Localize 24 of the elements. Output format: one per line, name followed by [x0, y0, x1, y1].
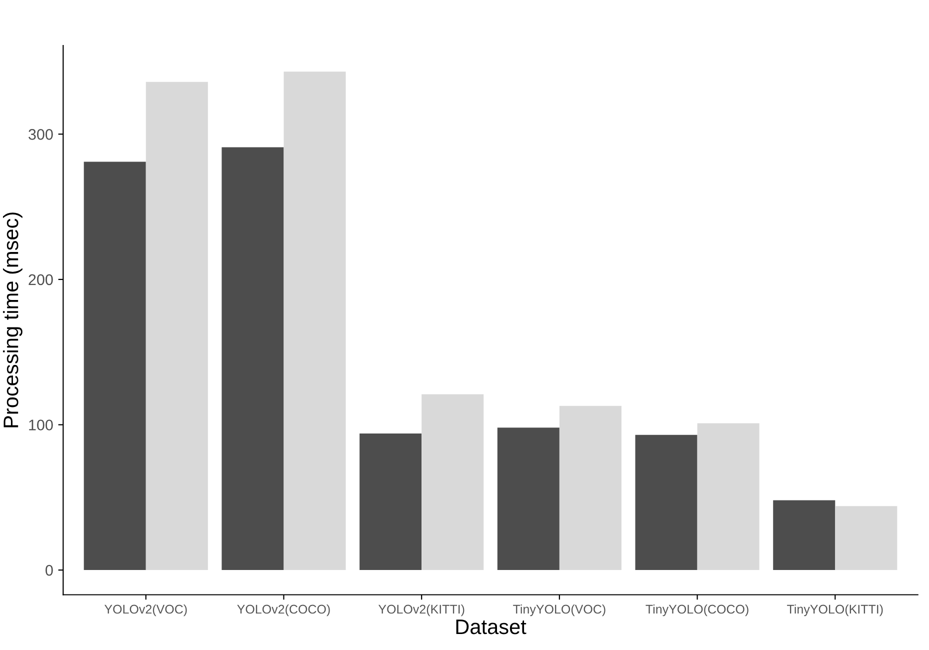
bar: [773, 500, 836, 570]
y-axis-title: Processing time (msec): [2, 212, 22, 428]
y-tick-label: 200: [28, 274, 53, 286]
x-tick-label: TinyYOLO(VOC): [513, 604, 606, 616]
bar: [497, 428, 560, 570]
bar: [559, 406, 622, 570]
x-tick-label: TinyYOLO(KITTI): [787, 604, 883, 616]
x-tick-label: YOLOv2(VOC): [104, 604, 187, 616]
bar: [360, 433, 422, 570]
bar: [635, 434, 698, 570]
bar: [146, 82, 208, 570]
y-tick-label: 300: [28, 129, 53, 140]
bar: [222, 147, 284, 570]
x-tick-label: YOLOv2(KITTI): [378, 604, 464, 616]
bar: [284, 72, 346, 570]
bar: [697, 423, 760, 570]
bar: [84, 162, 146, 570]
x-tick-label: YOLOv2(COCO): [237, 604, 330, 616]
x-axis-title: Dataset: [456, 620, 526, 634]
bar: [422, 394, 484, 570]
bar: [835, 506, 898, 570]
y-tick-label: 100: [29, 420, 53, 430]
x-tick-label: TinyYOLO(COCO): [646, 604, 748, 616]
y-tick-label: 0: [46, 564, 53, 576]
